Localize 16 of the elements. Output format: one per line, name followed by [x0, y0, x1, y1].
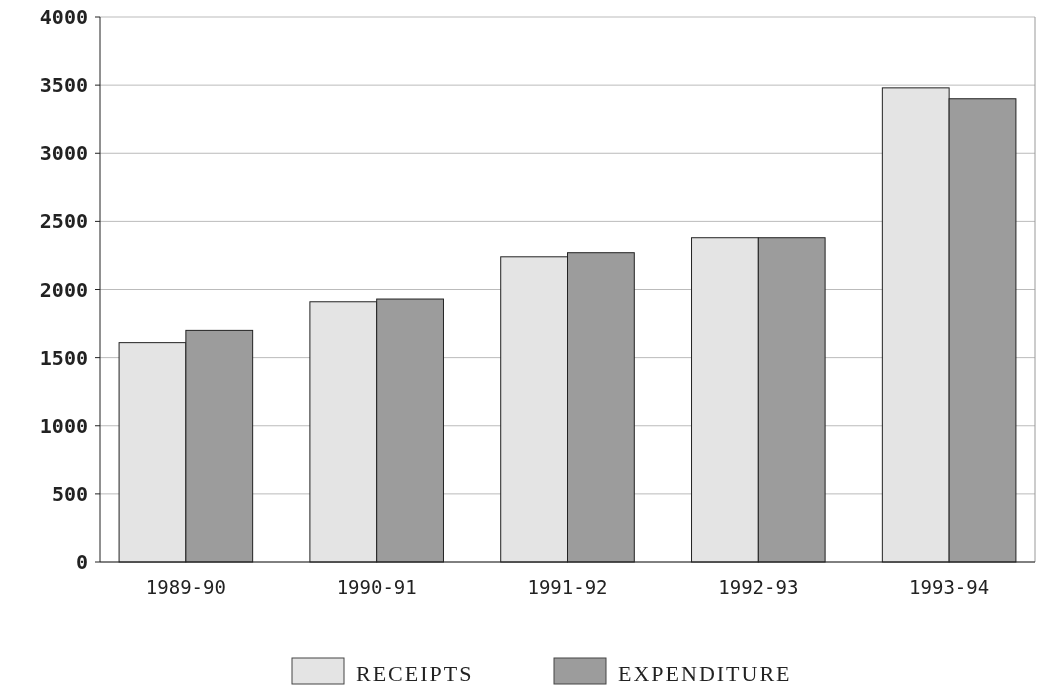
y-tick-label: 4000	[39, 5, 88, 29]
y-tick-label: 500	[51, 481, 88, 506]
legend-label: RECEIPTS	[356, 661, 474, 686]
x-tick-label: 1991-92	[527, 576, 608, 598]
y-tick-label: 3000	[39, 141, 88, 166]
y-tick-label: 1000	[39, 413, 88, 438]
y-tick-label: 2500	[39, 209, 88, 234]
y-tick-label: 2000	[39, 277, 88, 302]
x-tick-label: 1990-91	[336, 576, 417, 598]
y-tick-label: 1500	[39, 345, 88, 370]
x-tick-label: 1993-94	[909, 576, 990, 598]
legend-label: EXPENDITURE	[618, 661, 792, 686]
x-tick-label: 1992-93	[718, 576, 799, 598]
x-tick-label: 1989-90	[145, 576, 226, 598]
y-tick-label: 0	[75, 550, 88, 574]
y-tick-label: 3500	[39, 73, 88, 98]
